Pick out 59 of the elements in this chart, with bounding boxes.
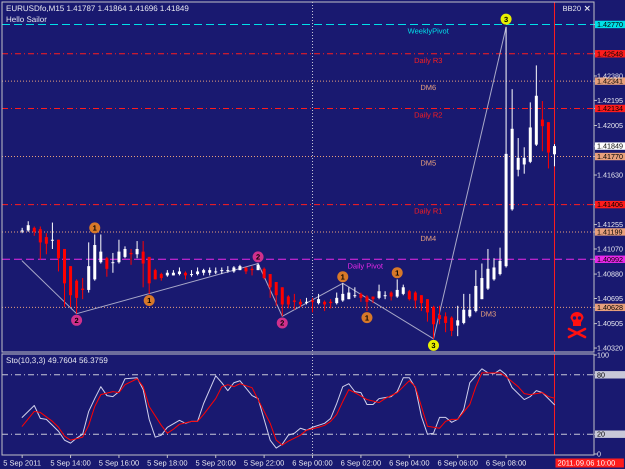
candlestick [456,305,460,337]
candlestick [50,222,54,250]
candlestick [552,144,556,167]
candlestick [438,305,442,325]
candlestick [81,278,84,300]
candlestick [444,312,448,333]
candlestick [480,263,484,300]
candlestick [111,252,114,274]
candlestick [462,293,466,325]
candlestick [426,298,429,322]
candlestick [32,226,36,236]
candlestick [26,220,30,232]
candlestick [353,286,356,298]
candlestick [268,274,272,298]
candlestick [226,266,230,274]
candlestick [274,282,278,306]
candlestick [378,284,381,300]
candlestick [432,305,435,340]
candlestick [341,282,344,302]
candlestick [75,278,78,314]
candlestick [99,234,102,264]
text: Hello Sailor [6,15,48,24]
candlestick [420,294,423,312]
candlestick [311,297,314,313]
candlestick [323,300,326,312]
candlestick [540,100,544,152]
candlestick [280,286,284,317]
candlestick [44,232,48,255]
candlestick [154,268,157,280]
chart-title: EURUSDfo,M15 1.41787 1.41864 1.41696 1.41849 [6,4,190,13]
candlestick [516,138,520,177]
candlestick [317,293,320,305]
candlestick [522,146,526,174]
candlestick [492,258,496,282]
candlestick [130,248,133,266]
candlestick [87,242,90,294]
candlestick [142,240,145,288]
candlestick [396,278,399,298]
candlestick [450,316,454,337]
candlestick [56,239,60,272]
candlestick [335,292,338,305]
candlestick [390,290,393,301]
candlestick [286,294,290,309]
candlestick [136,240,139,259]
candlestick [498,247,502,276]
candlestick [105,256,108,278]
candlestick [123,246,126,259]
candlestick [262,266,266,280]
candlestick [408,289,411,301]
candlestick [414,290,417,309]
candlestick [292,293,296,310]
candlestick [359,292,362,302]
candlestick [38,226,42,260]
candlestick [468,293,472,318]
candlestick [486,248,490,290]
candlestick [402,284,405,296]
candlestick [117,239,120,264]
candlestick [365,294,368,312]
chart-title: Sto(10,3,3) 49.7604 56.3759 [6,356,108,365]
